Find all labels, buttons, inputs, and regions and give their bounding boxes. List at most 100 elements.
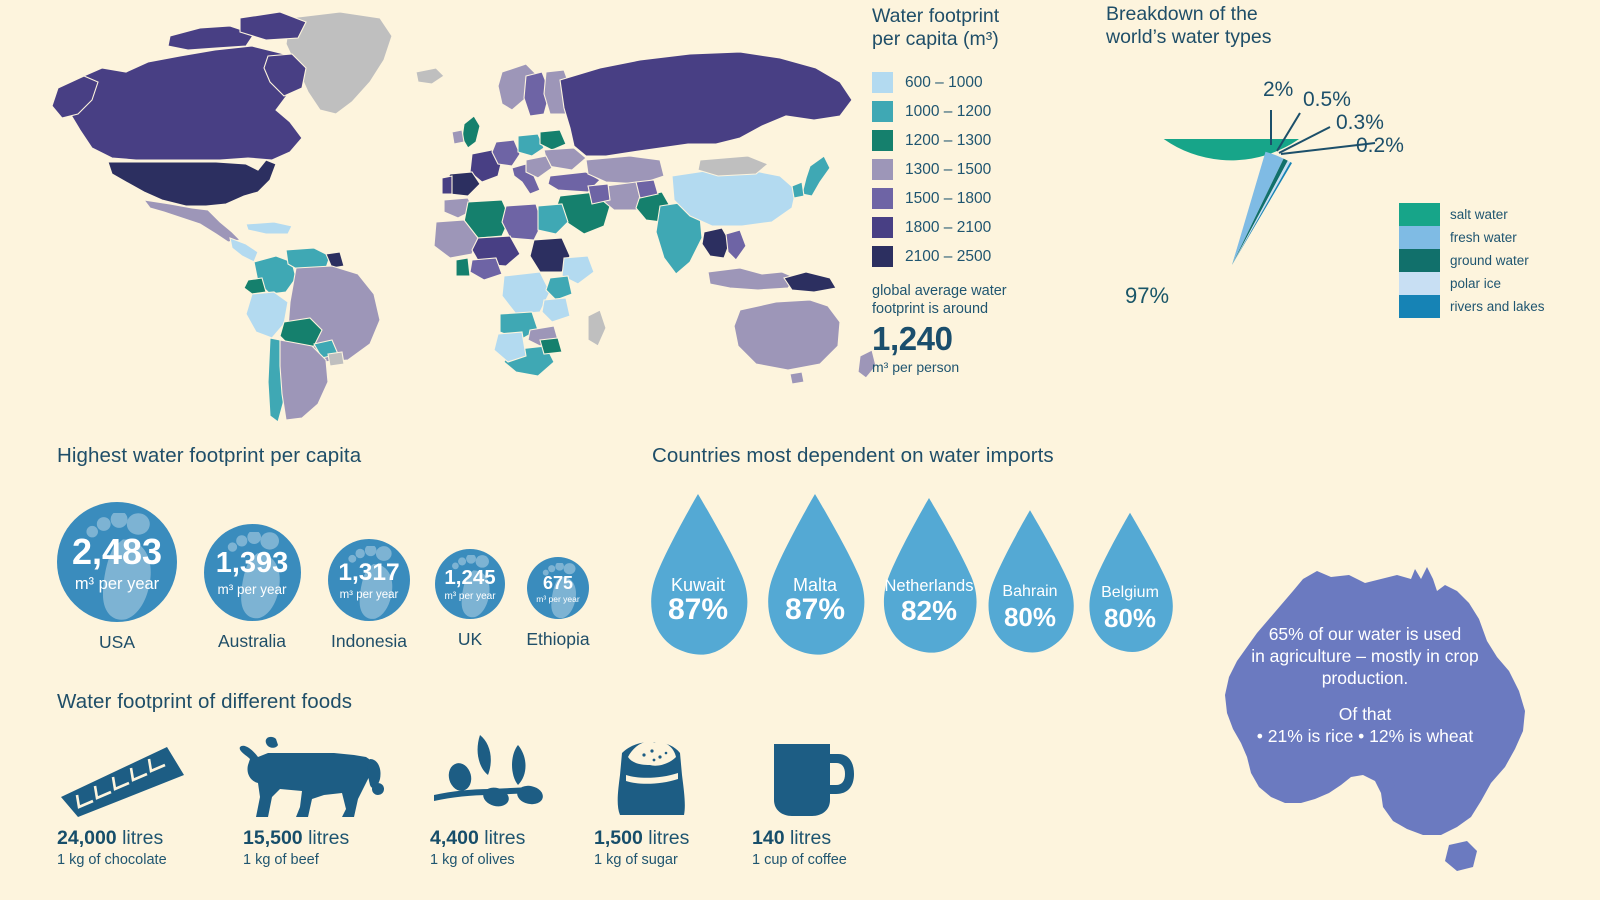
footprint-icon xyxy=(348,546,393,620)
water-import-drop-malta: Malta 87% xyxy=(763,494,867,656)
legend-swatch-icon xyxy=(872,188,893,209)
map-country-poland xyxy=(517,133,545,157)
water-drop-country: Netherlands xyxy=(884,577,974,595)
pie-legend-label: polar ice xyxy=(1450,276,1502,291)
legend-swatch-icon xyxy=(872,159,893,180)
australia-small-isle xyxy=(1381,777,1395,791)
food-sub-olives: 1 kg of olives xyxy=(430,852,515,868)
global-average-value: 1,240 xyxy=(872,320,953,357)
footprint-unit: m³ per year xyxy=(217,582,287,598)
global-average-note: global average water footprint is around xyxy=(872,283,1007,317)
footprint-circle: 2,483 m³ per year xyxy=(57,502,177,622)
map-country-newzealand xyxy=(857,349,877,379)
map-country-nigeria xyxy=(469,257,503,281)
footprint-unit: m³ per year xyxy=(339,588,399,601)
foods-title: Water footprint of different foods xyxy=(57,690,353,713)
map-country-mongolia xyxy=(697,155,770,177)
olive-branch-icon xyxy=(434,735,543,807)
pie-legend-label: rivers and lakes xyxy=(1450,299,1545,314)
footprint-icon xyxy=(86,512,152,620)
legend-bin-6: 2100 – 2500 xyxy=(872,242,1092,271)
footprint-item-indonesia: 1,317 m³ per year xyxy=(328,539,410,621)
map-country-drc xyxy=(501,271,551,315)
pie-legend-item-0: salt water xyxy=(1399,203,1545,226)
footprint-text: 1,393 m³ per year xyxy=(204,549,301,596)
australia-callout-text: 65% of our water is used in agriculture … xyxy=(1251,624,1479,746)
map-country-myanmar-thai xyxy=(701,227,731,259)
map-country-png xyxy=(783,271,837,293)
water-drop-percent: 82% xyxy=(900,595,958,626)
footprint-icon xyxy=(227,532,280,619)
map-country-ireland xyxy=(451,129,465,145)
food-sub-chocolate: 1 kg of chocolate xyxy=(57,852,167,868)
cow-icon xyxy=(239,736,384,817)
footprint-icon xyxy=(452,555,490,618)
map-baffin xyxy=(263,53,307,97)
footprint-value: 2,483 xyxy=(71,530,163,572)
water-drop-country: Kuwait xyxy=(670,575,726,595)
pie-legend-swatch-icon xyxy=(1399,295,1440,318)
map-alaska xyxy=(51,75,99,119)
map-country-indonesia xyxy=(707,267,797,291)
footprint-value: 1,393 xyxy=(215,547,289,580)
legend-swatch-icon xyxy=(872,217,893,238)
map-arctic-islands-2 xyxy=(239,11,307,41)
footprint-text: 1,317 m³ per year xyxy=(328,560,410,601)
pie-callout-02: 0.2% xyxy=(1356,134,1404,157)
footprint-item-uk: 1,245 m³ per year xyxy=(435,549,505,619)
pie-legend-label: salt water xyxy=(1450,207,1508,222)
highest-footprint-title: Highest water footprint per capita xyxy=(57,444,362,467)
map-central-america xyxy=(229,237,259,263)
footprint-circle: 1,393 m³ per year xyxy=(203,523,301,621)
pie-legend-item-1: fresh water xyxy=(1399,226,1545,249)
water-drop-text: Kuwait 87% xyxy=(646,575,750,625)
map-country-uruguay xyxy=(327,351,345,367)
australia-mainland xyxy=(1225,567,1525,835)
map-country-iceland xyxy=(415,67,445,85)
legend-bin-2: 1200 – 1300 xyxy=(872,126,1092,155)
pie-slice-fresh-water xyxy=(1232,151,1284,265)
legend-bin-0: 600 – 1000 xyxy=(872,68,1092,97)
pie-chart-title: Breakdown of the world’s water types xyxy=(1106,3,1272,48)
coffee-mug-icon xyxy=(774,744,854,816)
legend-bin-label: 1000 – 1200 xyxy=(905,102,992,120)
map-country-egypt xyxy=(537,203,569,235)
footprint-unit: m³ per year xyxy=(74,575,160,594)
water-drop-percent: 80% xyxy=(1003,602,1057,632)
world-map xyxy=(51,11,877,423)
water-drop-icon xyxy=(651,494,748,655)
pie-legend-label: fresh water xyxy=(1450,230,1517,245)
food-value-coffee: 140 litres xyxy=(752,827,832,849)
footprint-text: 675 m³ per year xyxy=(527,574,589,604)
water-drop-icon xyxy=(883,498,977,653)
food-value-chocolate: 24,000 litres xyxy=(57,827,164,849)
map-country-madagascar xyxy=(587,309,607,347)
map-arctic-islands xyxy=(167,25,255,51)
pie-legend-item-4: rivers and lakes xyxy=(1399,295,1545,318)
map-legend-title: Water footprint per capita (m³) xyxy=(872,5,1000,50)
legend-bin-4: 1500 – 1800 xyxy=(872,184,1092,213)
map-country-kenya xyxy=(545,275,573,301)
map-legend-bins: 600 – 1000 1000 – 1200 1200 – 1300 1300 – 1… xyxy=(872,68,1092,271)
pie-callout-lines xyxy=(1270,110,1376,155)
legend-bin-label: 600 – 1000 xyxy=(905,73,983,91)
water-import-drop-netherlands: Netherlands 82% xyxy=(879,498,979,654)
map-caribbean xyxy=(245,221,293,235)
map-country-russia xyxy=(559,51,853,157)
legend-bin-label: 1500 – 1800 xyxy=(905,189,992,207)
sugar-sack-icon xyxy=(617,741,685,815)
map-country-bolivia xyxy=(279,317,323,349)
global-average-unit: m³ per person xyxy=(872,359,960,375)
footprint-country-label: Indonesia xyxy=(331,631,407,651)
water-drop-icon xyxy=(988,510,1074,653)
map-country-namibia xyxy=(493,331,527,363)
map-country-ghana xyxy=(455,257,471,277)
footprint-country-label: Ethiopia xyxy=(526,629,590,649)
pie-slice-rivers-lakes xyxy=(1232,162,1292,265)
map-country-korea xyxy=(791,181,805,199)
footprint-value: 675 xyxy=(542,572,574,593)
pie-callout-05: 0.5% xyxy=(1303,88,1351,111)
footprint-unit: m³ per year xyxy=(536,594,580,604)
footprint-circle: 675 m³ per year xyxy=(527,557,589,619)
legend-bin-label: 2100 – 2500 xyxy=(905,247,992,265)
